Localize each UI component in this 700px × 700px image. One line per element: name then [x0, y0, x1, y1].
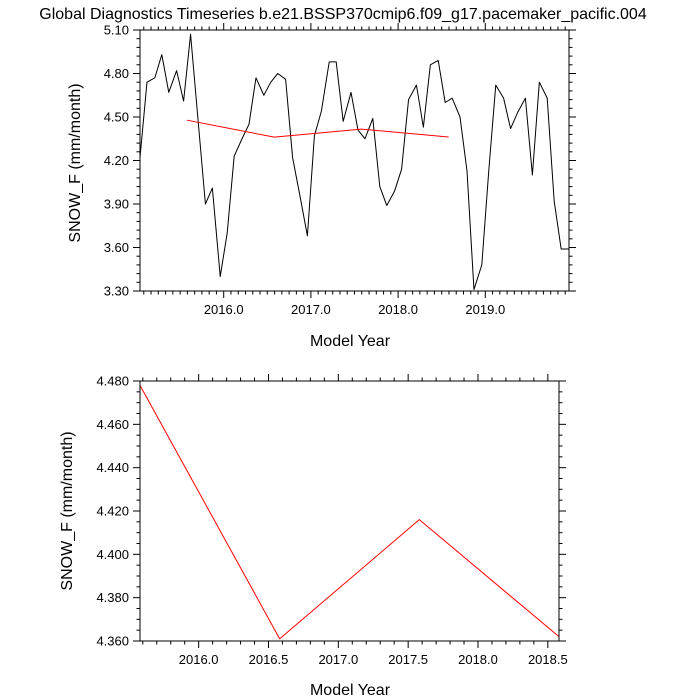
y-tick-label: 5.10 — [104, 23, 129, 38]
x-tick-label: 2016.5 — [249, 652, 289, 667]
top-plot-frame — [139, 29, 570, 292]
bottom-y-axis-label: SNOW_F (mm/month) — [59, 431, 76, 590]
y-tick-label: 4.20 — [104, 153, 129, 168]
series-line-1 — [186, 119, 449, 138]
bottom-plot-lines — [139, 385, 560, 640]
bottom-axis-ticks — [133, 374, 566, 648]
x-tick-label: 2018.0 — [458, 652, 498, 667]
top-tick-labels: 2016.0 2017.0 2018.0 2019.0 3.30 3.60 3.90 4.20… — [104, 23, 505, 318]
y-tick-label: 3.30 — [104, 284, 129, 299]
y-tick-label: 4.420 — [96, 504, 129, 519]
x-tick-label: 2018.0 — [378, 302, 418, 317]
x-tick-label: 2017.5 — [388, 652, 428, 667]
y-tick-label: 4.480 — [96, 374, 129, 389]
bottom-plot-frame — [139, 380, 560, 642]
x-tick-label: 2017.0 — [291, 302, 331, 317]
y-tick-label: 4.50 — [104, 110, 129, 125]
series-line-0 — [139, 385, 560, 640]
x-tick-label: 2016.0 — [179, 652, 219, 667]
top-y-axis-label: SNOW_F (mm/month) — [67, 83, 84, 242]
top-plot-lines — [139, 33, 569, 291]
y-tick-label: 4.380 — [96, 590, 129, 605]
x-tick-label: 2017.0 — [318, 652, 358, 667]
top-panel: 2016.0 2017.0 2018.0 2019.0 3.30 3.60 3.90 4.20… — [67, 23, 576, 350]
y-tick-label: 3.60 — [104, 240, 129, 255]
y-tick-label: 4.360 — [96, 634, 129, 649]
top-axis-ticks — [133, 23, 576, 298]
y-tick-label: 4.400 — [96, 547, 129, 562]
bottom-panel: 2016.0 2016.5 2017.0 2017.5 2018.0 2018.5 4.36… — [59, 374, 568, 700]
x-tick-label: 2019.0 — [465, 302, 505, 317]
y-tick-label: 4.460 — [96, 417, 129, 432]
x-tick-label: 2016.0 — [204, 302, 244, 317]
y-tick-label: 3.90 — [104, 197, 129, 212]
y-tick-label: 4.440 — [96, 460, 129, 475]
y-tick-label: 4.80 — [104, 66, 129, 81]
bottom-x-axis-label: Model Year — [310, 682, 391, 699]
x-tick-label: 2018.5 — [528, 652, 568, 667]
chart-title: Global Diagnostics Timeseries b.e21.BSSP… — [39, 6, 647, 23]
series-line-0 — [139, 33, 569, 291]
top-x-axis-label: Model Year — [310, 333, 391, 350]
bottom-tick-labels: 2016.0 2016.5 2017.0 2017.5 2018.0 2018.5 4.36… — [96, 374, 567, 668]
